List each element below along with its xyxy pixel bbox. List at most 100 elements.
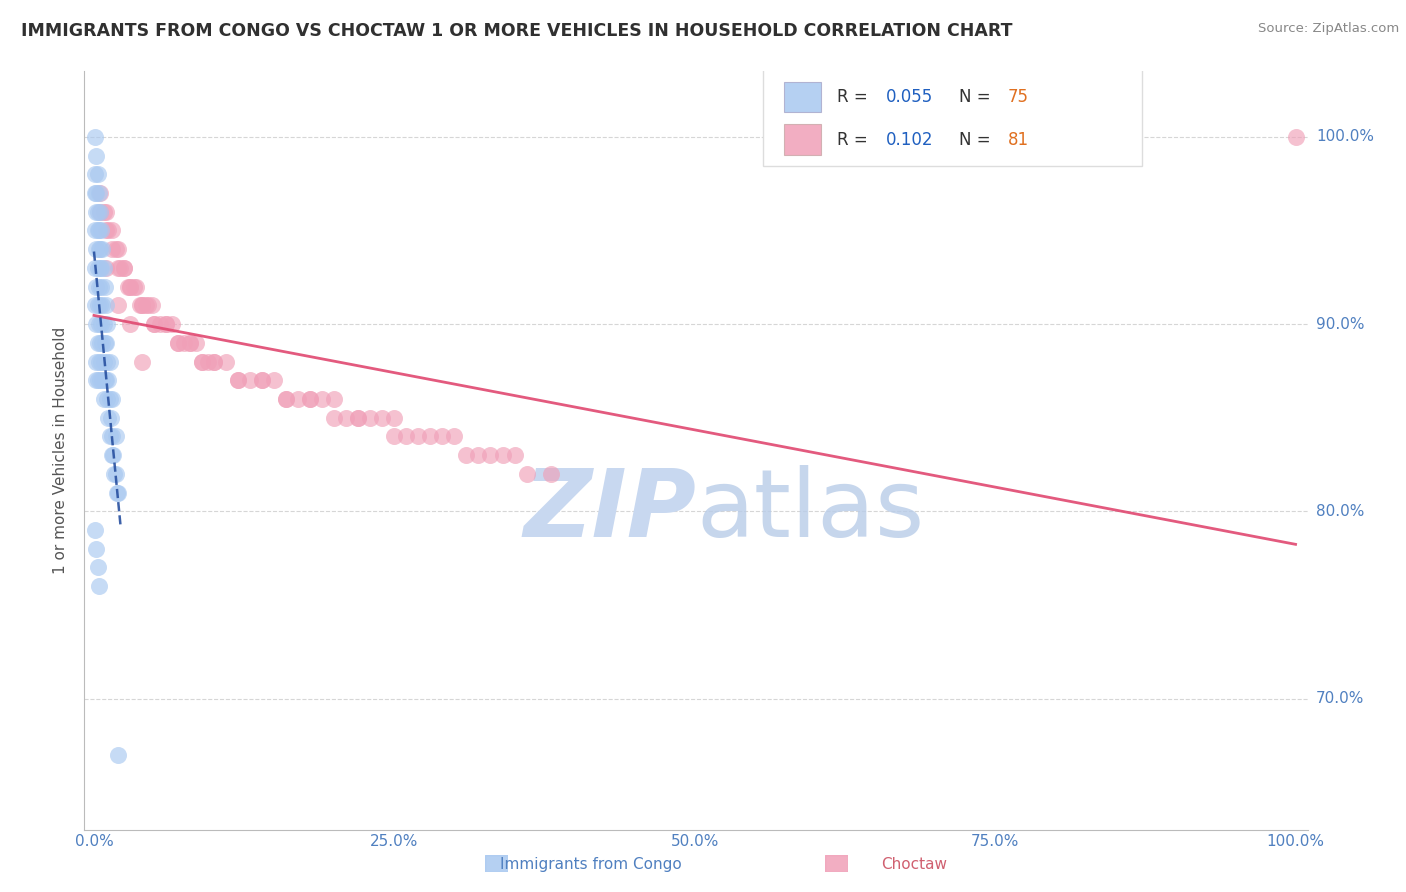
Point	[94, 373, 117, 387]
Point	[179, 335, 201, 350]
Text: 70.0%: 70.0%	[1316, 691, 1364, 706]
Text: 0.102: 0.102	[886, 130, 934, 149]
Point	[215, 354, 238, 368]
Point	[89, 298, 111, 312]
Point	[135, 298, 157, 312]
Point	[191, 354, 214, 368]
Point	[467, 448, 489, 462]
Point	[101, 429, 124, 443]
Point	[93, 354, 115, 368]
Point	[94, 335, 117, 350]
Point	[93, 317, 115, 331]
Point	[86, 223, 108, 237]
Point	[197, 354, 219, 368]
Point	[86, 242, 108, 256]
Point	[250, 373, 273, 387]
Point	[104, 467, 127, 481]
Point	[86, 186, 108, 200]
Point	[101, 392, 124, 406]
Point	[107, 260, 129, 275]
Text: N =: N =	[959, 130, 995, 149]
Point	[84, 167, 107, 181]
Point	[143, 317, 166, 331]
Point	[1284, 129, 1306, 144]
Point	[93, 204, 115, 219]
Point	[276, 392, 298, 406]
Point	[359, 410, 381, 425]
Point	[84, 129, 107, 144]
Point	[104, 242, 127, 256]
Point	[107, 747, 129, 762]
Point	[167, 335, 190, 350]
Text: R =: R =	[837, 130, 873, 149]
Text: IMMIGRANTS FROM CONGO VS CHOCTAW 1 OR MORE VEHICLES IN HOUSEHOLD CORRELATION CHA: IMMIGRANTS FROM CONGO VS CHOCTAW 1 OR MO…	[21, 22, 1012, 40]
Point	[94, 298, 117, 312]
Point	[105, 485, 128, 500]
Point	[107, 242, 129, 256]
Point	[89, 242, 111, 256]
Point	[90, 223, 112, 237]
FancyBboxPatch shape	[785, 82, 821, 112]
Point	[94, 204, 117, 219]
Point	[89, 373, 111, 387]
Point	[103, 448, 125, 462]
Point	[160, 317, 183, 331]
Point	[263, 373, 285, 387]
Text: R =: R =	[837, 87, 873, 106]
Point	[94, 279, 117, 293]
Point	[86, 373, 108, 387]
Point	[155, 317, 177, 331]
Text: 90.0%: 90.0%	[1316, 317, 1364, 332]
Point	[86, 335, 108, 350]
Text: Source: ZipAtlas.com: Source: ZipAtlas.com	[1258, 22, 1399, 36]
Point	[179, 335, 201, 350]
Point	[276, 392, 298, 406]
Point	[112, 260, 135, 275]
Text: atlas: atlas	[696, 465, 924, 558]
Point	[90, 317, 112, 331]
Point	[347, 410, 370, 425]
Point	[86, 373, 108, 387]
Point	[87, 223, 110, 237]
Point	[323, 410, 346, 425]
Point	[97, 223, 120, 237]
Point	[84, 298, 107, 312]
Point	[89, 204, 111, 219]
Point	[202, 354, 225, 368]
Point	[89, 186, 111, 200]
Point	[395, 429, 418, 443]
Point	[94, 223, 117, 237]
Point	[91, 373, 114, 387]
Y-axis label: 1 or more Vehicles in Household: 1 or more Vehicles in Household	[53, 326, 69, 574]
Point	[86, 354, 108, 368]
Point	[98, 429, 121, 443]
Point	[110, 260, 132, 275]
Point	[87, 354, 110, 368]
Point	[86, 298, 108, 312]
Point	[128, 298, 150, 312]
Point	[104, 429, 127, 443]
Point	[86, 317, 108, 331]
Point	[84, 186, 107, 200]
Point	[419, 429, 441, 443]
Point	[101, 448, 124, 462]
Point	[86, 541, 108, 556]
Point	[149, 317, 172, 331]
Point	[122, 279, 145, 293]
Point	[98, 354, 121, 368]
Point	[117, 279, 139, 293]
Point	[91, 242, 114, 256]
Point	[84, 260, 107, 275]
Point	[311, 392, 333, 406]
Text: 100.0%: 100.0%	[1316, 129, 1374, 145]
Text: 81: 81	[1008, 130, 1029, 149]
Point	[167, 335, 190, 350]
Point	[91, 298, 114, 312]
Text: 80.0%: 80.0%	[1316, 504, 1364, 519]
Point	[136, 298, 159, 312]
Point	[87, 186, 110, 200]
Point	[226, 373, 249, 387]
Text: 75: 75	[1008, 87, 1029, 106]
Point	[131, 298, 153, 312]
Point	[87, 242, 110, 256]
